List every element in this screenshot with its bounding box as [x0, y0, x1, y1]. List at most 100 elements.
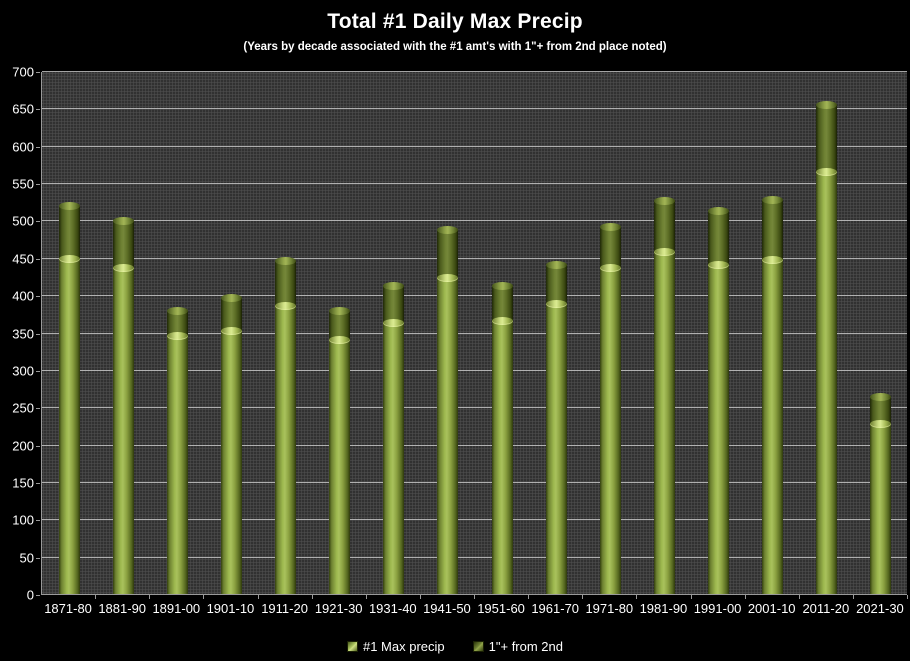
gridline-600: [42, 145, 907, 147]
bar-1941-50-top-cap: [437, 226, 459, 235]
bar-1881-90-segment-from-2nd: [112, 217, 134, 268]
y-axis-label-600: 600: [12, 139, 34, 155]
bar-2011-20-segment-from-2nd: [816, 100, 838, 172]
x-axis-label-2001-10: 2001-10: [747, 601, 796, 616]
x-axis-label-1891-00: 1891-00: [152, 601, 201, 616]
bar-2021-30-boundary-cap: [870, 419, 892, 428]
bar-1871-80: [58, 201, 80, 594]
y-axis-tick: [36, 482, 40, 484]
bar-1951-60: [491, 282, 513, 594]
gridline-250: [42, 407, 907, 409]
y-axis-tick: [36, 557, 40, 559]
bar-1921-30: [329, 306, 351, 594]
y-axis-label-700: 700: [12, 64, 34, 80]
plot-area: [41, 71, 907, 595]
bar-1921-30-top-cap: [329, 306, 351, 315]
y-axis-label-0: 0: [26, 587, 34, 603]
legend-swatch-from-2nd-icon: [472, 641, 484, 652]
gridline-650: [42, 108, 907, 110]
y-axis-tick: [36, 408, 40, 410]
x-axis-tick: [149, 595, 151, 599]
y-axis-label-250: 250: [12, 400, 34, 416]
bar-1901-10-boundary-cap: [220, 327, 242, 335]
bar-1981-90: [653, 197, 675, 594]
gridline-350: [42, 332, 907, 334]
y-axis-tick: [36, 445, 40, 447]
bar-1911-20-boundary-cap: [275, 302, 297, 311]
y-axis-label-550: 550: [12, 176, 34, 192]
x-axis-label-1981-90: 1981-90: [639, 601, 688, 616]
x-axis: 1871-80 1881-90 1891-00 1901-10 1911-20 1921-…: [41, 595, 908, 621]
legend: #1 Max precip 1"+ from 2nd: [0, 639, 910, 654]
x-axis-label-1971-80: 1971-80: [585, 601, 634, 616]
x-axis-label-1881-90: 1881-90: [98, 601, 147, 616]
y-axis-label-350: 350: [12, 326, 34, 341]
bar-1921-30-segment-max-precip: [329, 335, 351, 594]
bar-1951-60-segment-max-precip: [491, 317, 513, 594]
bar-2001-10-top-cap: [762, 196, 784, 205]
y-axis-label-400: 400: [12, 288, 34, 304]
bar-1971-80-segment-max-precip: [599, 264, 621, 594]
y-axis-tick: [36, 72, 40, 73]
bar-2021-30-top-cap: [870, 392, 892, 401]
bar-1961-70-top-cap: [545, 261, 567, 270]
bar-1891-00-boundary-cap: [166, 332, 188, 341]
bar-1951-60-segment-from-2nd: [491, 282, 513, 322]
x-axis-label-2021-30: 2021-30: [856, 601, 904, 616]
x-axis-label-1951-60: 1951-60: [477, 601, 525, 616]
bar-1901-10-segment-from-2nd: [220, 294, 242, 331]
bar-1971-80-top-cap: [599, 223, 621, 232]
bar-1911-20: [275, 256, 297, 594]
x-axis-tick: [203, 595, 205, 599]
bar-1981-90-segment-max-precip: [653, 247, 675, 594]
x-axis-tick: [852, 595, 854, 599]
x-axis-tick: [474, 595, 475, 599]
x-axis-label-1901-10: 1901-10: [206, 601, 255, 616]
x-axis-tick: [95, 595, 97, 599]
bar-1881-90-top-cap: [112, 217, 134, 226]
bar-1871-80-top-cap: [58, 201, 80, 210]
bar-1901-10: [220, 294, 242, 594]
legend-swatch-max-precip-icon: [346, 641, 358, 652]
x-axis-label-2011-20: 2011-20: [802, 601, 850, 616]
x-axis-tick: [690, 595, 692, 599]
bar-1991-00-segment-max-precip: [708, 260, 730, 594]
bar-1991-00-top-cap: [708, 207, 730, 216]
bar-1911-20-segment-max-precip: [275, 302, 297, 594]
gridline-300: [42, 369, 907, 371]
x-axis-tick: [311, 595, 313, 599]
legend-item-max-precip: #1 Max precip: [346, 639, 445, 654]
bar-1941-50: [437, 226, 459, 594]
bar-2001-10-boundary-cap: [762, 256, 784, 265]
gridline-100: [42, 519, 907, 521]
bar-2001-10: [762, 196, 784, 594]
legend-label-from-2nd: 1"+ from 2nd: [488, 639, 563, 654]
bar-1951-60-boundary-cap: [491, 317, 513, 326]
gridline-700: [42, 71, 907, 72]
bar-1881-90: [112, 217, 134, 594]
chart-subtitle: (Years by decade associated with the #1 …: [243, 41, 667, 53]
y-axis-label-100: 100: [12, 512, 34, 528]
gridline-500: [42, 220, 907, 222]
gridline-150: [42, 481, 907, 483]
x-axis-tick: [257, 595, 259, 599]
y-axis-tick: [36, 333, 40, 335]
x-axis-label-1941-50: 1941-50: [423, 601, 471, 616]
bar-1871-80-segment-max-precip: [58, 255, 80, 594]
y-axis-label-200: 200: [12, 438, 34, 454]
y-axis-tick: [36, 184, 40, 186]
bar-1991-00-segment-from-2nd: [708, 207, 730, 265]
bar-1971-80-boundary-cap: [599, 264, 621, 273]
y-axis-label-300: 300: [12, 363, 34, 379]
bar-1871-80-boundary-cap: [58, 255, 80, 264]
bar-1931-40: [383, 282, 405, 594]
bar-1931-40-boundary-cap: [383, 318, 405, 327]
bar-1931-40-segment-max-precip: [383, 318, 405, 594]
bar-1881-90-boundary-cap: [112, 263, 134, 272]
gridline-450: [42, 257, 907, 259]
bar-2011-20-segment-max-precip: [816, 167, 838, 594]
y-axis-label-450: 450: [12, 251, 34, 267]
bar-1931-40-segment-from-2nd: [383, 282, 405, 323]
x-axis-tick: [907, 595, 908, 599]
x-axis-tick: [798, 595, 800, 599]
